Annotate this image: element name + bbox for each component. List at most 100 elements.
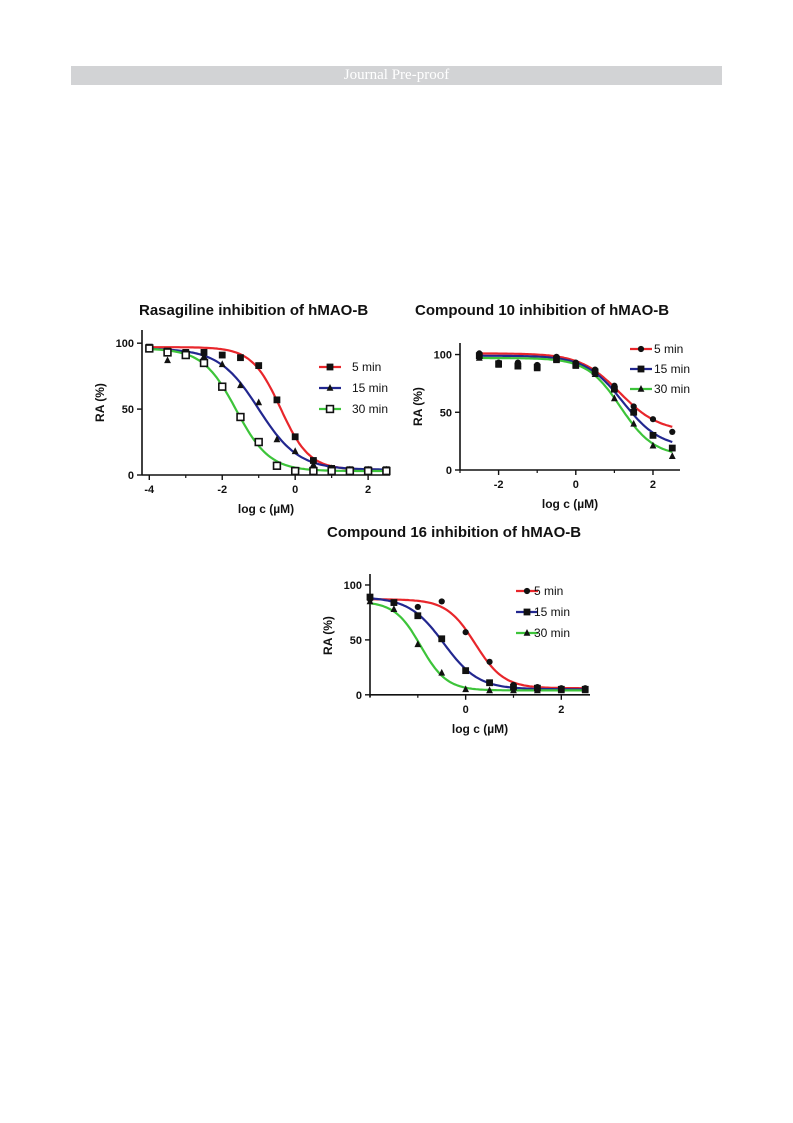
legend-marker [637, 345, 645, 353]
legend-marker [325, 404, 335, 414]
y-axis-label: RA (%) [93, 383, 107, 422]
legend-marker [637, 365, 645, 373]
x-tick-label: -4 [144, 484, 155, 496]
chart-panel-2: Compound 10 inhibition of hMAO-B 0 50 100 -2… [411, 302, 690, 511]
data-point-series-3 [533, 686, 541, 694]
data-point-series-2 [390, 599, 398, 606]
legend-marker [326, 363, 334, 371]
legend-label: 30 min [534, 626, 570, 640]
legend-label: 5 min [654, 342, 683, 356]
x-tick-label: 0 [463, 704, 469, 716]
data-point-series-2 [610, 385, 618, 393]
legend-marker [523, 587, 531, 595]
fit-curve-1 [149, 346, 387, 471]
journal-preproof-banner: Journal Pre-proof [71, 66, 722, 85]
data-point-series-1 [669, 428, 676, 435]
legend-label: 30 min [352, 402, 388, 416]
data-point-series-1 [255, 362, 263, 369]
data-point-series-3 [668, 452, 676, 459]
data-point-series-1 [218, 351, 226, 359]
fit-curve-3 [149, 348, 387, 473]
data-point-series-3 [327, 466, 336, 476]
data-point-series-1 [291, 433, 299, 441]
data-point-series-3 [390, 605, 398, 612]
y-axis-label: RA (%) [321, 616, 335, 655]
data-point-series-1 [438, 598, 445, 605]
data-point-series-3 [475, 354, 483, 361]
data-point-series-3 [199, 358, 209, 368]
data-point-series-1 [630, 403, 637, 410]
data-point-series-3 [486, 686, 493, 694]
data-point-series-3 [557, 686, 565, 694]
y-tick-label: 0 [128, 470, 134, 482]
data-point-series-3 [581, 686, 589, 694]
chart-title: Compound 10 inhibition of hMAO-B [415, 302, 669, 319]
legend-label: 15 min [534, 605, 570, 619]
data-point-series-3 [382, 466, 391, 476]
data-point-series-1 [649, 416, 657, 423]
x-tick-label: 2 [365, 484, 371, 496]
y-tick-label: 100 [434, 350, 452, 362]
fit-curve-2 [369, 597, 586, 691]
data-point-series-3 [514, 359, 522, 367]
data-point-series-3 [591, 370, 599, 377]
legend-label: 5 min [352, 360, 381, 374]
data-point-series-2 [273, 435, 281, 443]
data-point-series-2 [462, 667, 470, 675]
data-point-series-2 [414, 612, 422, 620]
x-tick-label: 0 [573, 479, 579, 491]
legend-label: 5 min [534, 584, 563, 598]
data-point-series-1 [273, 396, 281, 404]
y-tick-label: 50 [440, 407, 452, 419]
data-point-series-3 [363, 466, 373, 476]
chart-title: Rasagiline inhibition of hMAO-B [139, 302, 368, 319]
data-point-series-3 [272, 461, 282, 470]
data-point-series-3 [145, 344, 154, 353]
x-tick-label: 2 [650, 479, 656, 491]
data-point-series-2 [630, 408, 638, 416]
data-point-series-3 [533, 364, 541, 372]
x-axis-label: log c (µM) [238, 502, 294, 516]
y-tick-label: 100 [116, 338, 134, 350]
legend-marker [637, 385, 645, 392]
data-point-series-3 [572, 362, 580, 369]
y-tick-label: 100 [344, 580, 362, 592]
data-point-series-2 [218, 360, 226, 368]
data-point-series-3 [438, 668, 446, 676]
data-point-series-2 [366, 593, 374, 601]
chart-title: Compound 16 inhibition of hMAO-B [327, 524, 581, 541]
y-axis-label: RA (%) [411, 387, 425, 426]
x-tick-label: -2 [217, 484, 227, 496]
data-point-series-3 [630, 419, 638, 427]
data-point-series-2 [668, 444, 676, 452]
legend-marker [523, 608, 531, 616]
y-tick-label: 0 [356, 690, 362, 702]
data-point-series-3 [649, 441, 657, 449]
data-point-series-2 [237, 381, 244, 389]
x-tick-label: 0 [292, 484, 298, 496]
data-point-series-3 [366, 597, 374, 605]
data-point-series-3 [163, 348, 172, 357]
legend-label: 30 min [654, 382, 690, 396]
data-point-series-3 [218, 382, 227, 391]
data-point-series-3 [462, 685, 470, 693]
data-point-series-3 [309, 466, 318, 476]
y-tick-label: 50 [350, 635, 362, 647]
data-point-series-3 [510, 686, 517, 694]
data-point-series-2 [486, 679, 493, 687]
legend-marker [326, 384, 334, 391]
legend-marker [523, 629, 531, 636]
data-point-series-1 [462, 629, 469, 636]
data-point-series-2 [310, 460, 317, 468]
data-point-series-3 [345, 466, 355, 476]
data-point-series-3 [414, 640, 422, 648]
data-point-series-3 [181, 350, 190, 360]
fit-curve-1 [370, 598, 586, 690]
chart-panel-1: Rasagiline inhibition of hMAO-B 0 50 100 -4 -… [93, 302, 391, 516]
x-tick-label: 2 [558, 704, 564, 716]
data-point-series-1 [414, 603, 421, 611]
data-point-series-2 [255, 398, 263, 406]
legend-label: 15 min [352, 381, 388, 395]
chart-panel-3: Compound 16 inhibition of hMAO-B 0 50 100 0 2… [321, 524, 590, 736]
data-point-series-3 [610, 394, 618, 402]
